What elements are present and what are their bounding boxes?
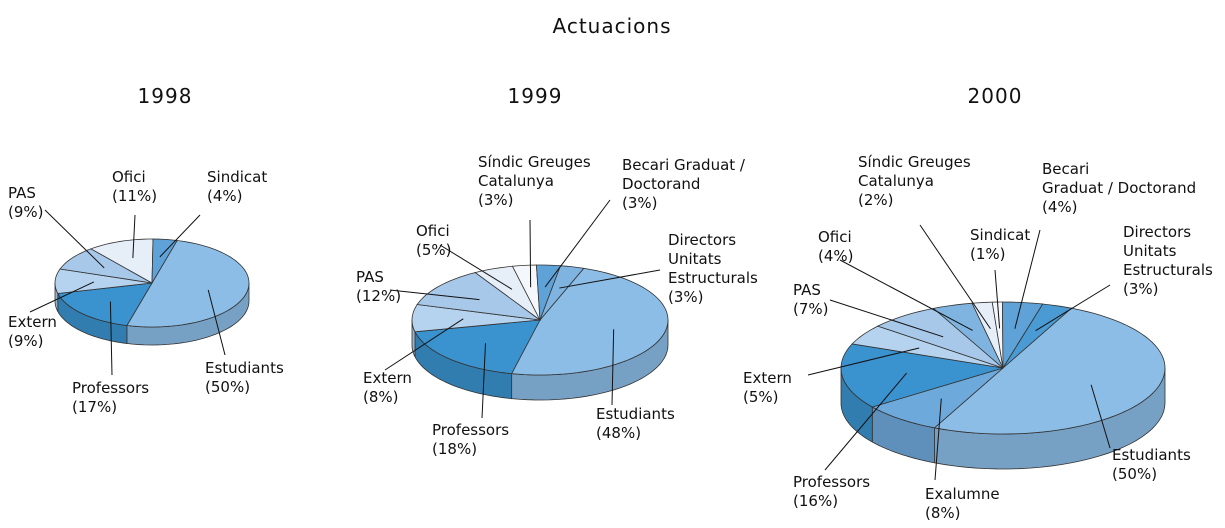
slice-value-label: (4%) <box>1042 198 1078 216</box>
slice-value-label: (9%) <box>8 203 44 221</box>
slice-label: Directors Unitats Estructurals <box>668 231 758 287</box>
slice-value-label: (3%) <box>478 191 514 209</box>
slice-label: Ofici <box>818 228 852 246</box>
leader-line <box>934 398 942 481</box>
page-title: Actuacions <box>553 14 672 38</box>
slice <box>126 240 250 328</box>
slice-label: Sindicat <box>207 168 267 186</box>
leader-line <box>384 318 464 371</box>
leader-line <box>159 214 201 258</box>
leader-line <box>919 224 991 330</box>
leader-line <box>824 372 907 471</box>
slice-value-label: (18%) <box>432 440 477 458</box>
slice <box>840 343 1004 408</box>
slice-label: Ofici <box>112 168 146 186</box>
slice-value-label: (12%) <box>356 287 401 305</box>
slice <box>416 272 542 321</box>
leader-line <box>544 199 611 288</box>
slice-value-label: (3%) <box>668 288 704 306</box>
slice-value-label: (4%) <box>207 187 243 205</box>
slice <box>511 267 669 376</box>
leader-line <box>389 289 480 301</box>
leader-line <box>529 219 532 288</box>
slice <box>933 307 1166 435</box>
slice-label: Extern <box>8 313 57 331</box>
leader-line <box>132 214 136 259</box>
slice-value-label: (5%) <box>416 241 452 259</box>
slice <box>851 325 1004 369</box>
leader-line <box>559 269 661 289</box>
slice <box>89 238 154 284</box>
slice <box>411 304 541 333</box>
slice-value-label: (8%) <box>925 504 961 522</box>
slice-label: Extern <box>743 369 792 387</box>
slice <box>932 302 1004 369</box>
slice <box>54 268 153 294</box>
slice-value-label: (7%) <box>793 300 829 318</box>
slice <box>876 307 1004 369</box>
slice-value-label: (17%) <box>72 398 117 416</box>
slice-value-label: (3%) <box>622 194 658 212</box>
leader-line <box>994 269 1001 329</box>
slice <box>414 319 541 375</box>
leader-line <box>109 301 113 376</box>
slice-value-label: (50%) <box>1112 465 1157 483</box>
slice-label: Extern <box>363 369 412 387</box>
leader-line <box>807 347 920 376</box>
slice-value-label: (1%) <box>970 245 1006 263</box>
leader-line <box>44 209 105 269</box>
slice-label: Professors <box>793 473 870 491</box>
slice-value-label: (8%) <box>363 388 399 406</box>
slice-label: Directors Unitats Estructurals <box>1123 223 1213 279</box>
slice <box>871 367 1004 429</box>
leader-line <box>207 289 226 356</box>
leader-line <box>829 299 944 338</box>
slice-label: PAS <box>793 281 821 299</box>
slice-value-label: (50%) <box>205 378 250 396</box>
chart-title: 1999 <box>508 84 563 108</box>
leader-line <box>839 259 973 331</box>
slice <box>474 265 541 321</box>
slice-label: PAS <box>8 184 36 202</box>
slice-label: Ofici <box>416 222 450 240</box>
slice-label: Estudiants <box>205 359 284 377</box>
slice-value-label: (4%) <box>818 247 854 265</box>
slice-label: Síndic Greuges Catalunya <box>478 153 591 190</box>
leader-line <box>611 329 615 406</box>
slice-value-label: (48%) <box>596 424 641 442</box>
slice-label: PAS <box>356 268 384 286</box>
slice-value-label: (16%) <box>793 492 838 510</box>
slice-label: Exalumne <box>925 485 1000 503</box>
chart-title: 1998 <box>138 84 193 108</box>
slice-value-label: (11%) <box>112 187 157 205</box>
slice <box>1002 301 1044 370</box>
slice-value-label: (9%) <box>8 332 44 350</box>
leader-line <box>439 244 513 290</box>
slice-label: Becari Graduat / Doctorand <box>622 156 746 193</box>
slice-label: Professors <box>72 379 149 397</box>
leader-line <box>29 281 95 313</box>
chart-title: 2000 <box>968 84 1023 108</box>
slice-label: Becari Graduat / Doctorand <box>1042 160 1196 197</box>
slice-value-label: (2%) <box>858 191 894 209</box>
leader-line <box>481 343 487 419</box>
slice-label: Professors <box>432 421 509 439</box>
slice-value-label: (3%) <box>1123 280 1159 298</box>
leader-line <box>1014 229 1041 329</box>
slice-label: Sindicat <box>970 226 1030 244</box>
slice-label: Estudiants <box>596 405 675 423</box>
slice-label: Estudiants <box>1112 446 1191 464</box>
leader-line <box>1090 384 1111 449</box>
slice <box>57 282 153 326</box>
leader-line <box>1035 284 1111 332</box>
slice-label: Síndic Greuges Catalunya <box>858 153 971 190</box>
slice-value-label: (5%) <box>743 388 779 406</box>
